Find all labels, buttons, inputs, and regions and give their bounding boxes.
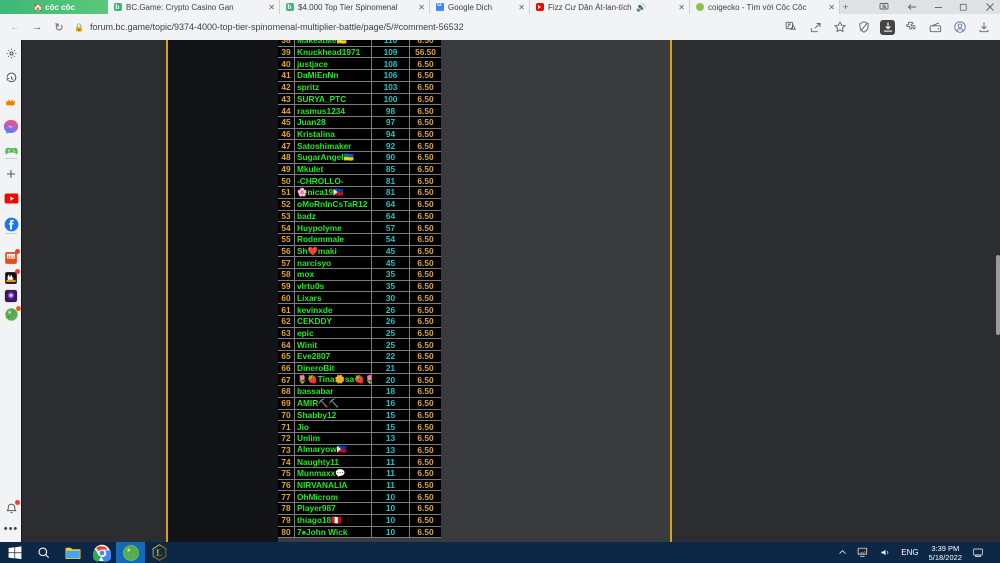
svg-text:L: L bbox=[156, 548, 162, 558]
svg-text:15.5: 15.5 bbox=[8, 255, 15, 259]
